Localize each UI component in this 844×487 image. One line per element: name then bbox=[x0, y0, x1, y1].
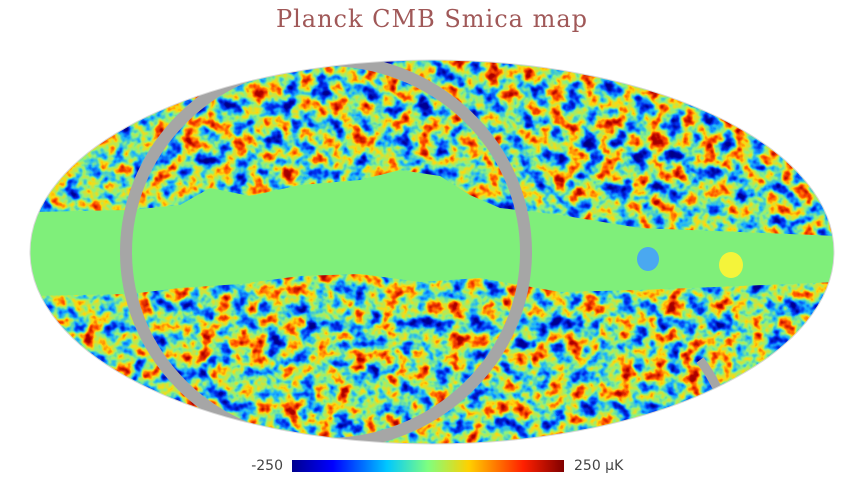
sky-map-figure: Planck CMB Smica map -250 250 μK bbox=[0, 0, 844, 487]
colorbar-max: 250 μK bbox=[574, 458, 624, 474]
map-title: Planck CMB Smica map bbox=[276, 5, 588, 33]
point-source-blue bbox=[637, 247, 659, 271]
point-source-yellow bbox=[719, 252, 743, 278]
colorbar-min: -250 bbox=[251, 458, 283, 474]
colorbar bbox=[292, 460, 564, 472]
page: Planck CMB Smica map -250 250 μK (() => … bbox=[0, 0, 844, 487]
